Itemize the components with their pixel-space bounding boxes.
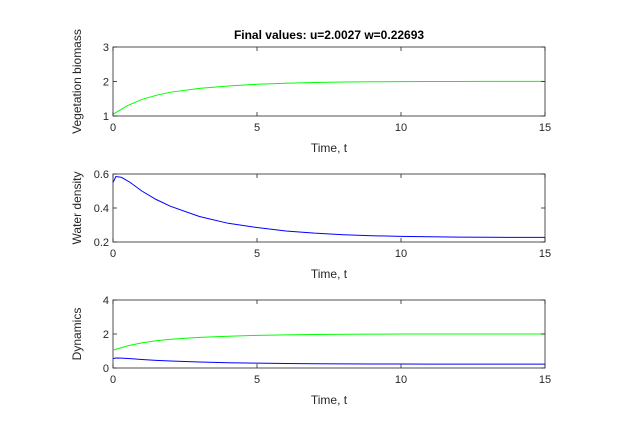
x-tick-label: 0 [110, 122, 116, 134]
x-tick-label: 5 [254, 122, 260, 134]
plot-area [112, 173, 546, 243]
series-line-2 [112, 357, 545, 365]
series-line-1 [112, 333, 546, 351]
y-tick-label: 0.6 [94, 169, 109, 181]
y-tick-label: 2 [103, 77, 109, 89]
series-line-1 [112, 80, 545, 115]
y-tick-label: 0 [103, 363, 109, 375]
x-tick-label: 10 [395, 122, 407, 134]
x-axis-label: Time, t [311, 393, 348, 407]
x-tick-label: 15 [539, 122, 551, 134]
x-tick-label: 0 [110, 248, 116, 260]
y-tick-label: 2 [103, 329, 109, 341]
y-axis-label: Vegetation biomass [70, 29, 84, 134]
y-tick-label: 1 [103, 111, 109, 123]
axes-layer: 0 5 10 15 1 2 3 Time, t Vegetation biomass 0 5 10 15… [70, 29, 551, 407]
x-tick-label: 10 [395, 374, 407, 386]
y-tick-label: 4 [103, 295, 109, 307]
x-tick-label: 15 [539, 248, 551, 260]
subplot-2: 0 5 10 15 0.2 0.4 0.6 Time, t Water density [70, 169, 551, 281]
x-axis-label: Time, t [311, 141, 348, 155]
y-tick-label: 3 [103, 42, 109, 54]
x-tick-label: 15 [539, 374, 551, 386]
x-tick-label: 0 [110, 374, 116, 386]
y-tick-label: 0.4 [94, 203, 109, 215]
series-line-1 [112, 176, 546, 238]
y-tick-label: 0.2 [94, 237, 109, 249]
subplot-1: 0 5 10 15 1 2 3 Time, t Vegetation biomass [70, 29, 551, 155]
y-axis-label: Water density [70, 172, 84, 245]
x-tick-label: 5 [254, 374, 260, 386]
figure-title: Final values: u=2.0027 w=0.22693 [234, 28, 424, 42]
subplot-3: 0 5 10 15 0 2 4 Time, t Dynamics [70, 295, 551, 407]
x-axis-label: Time, t [311, 267, 348, 281]
x-tick-label: 10 [395, 248, 407, 260]
x-tick-label: 5 [254, 248, 260, 260]
y-axis-label: Dynamics [70, 308, 84, 361]
